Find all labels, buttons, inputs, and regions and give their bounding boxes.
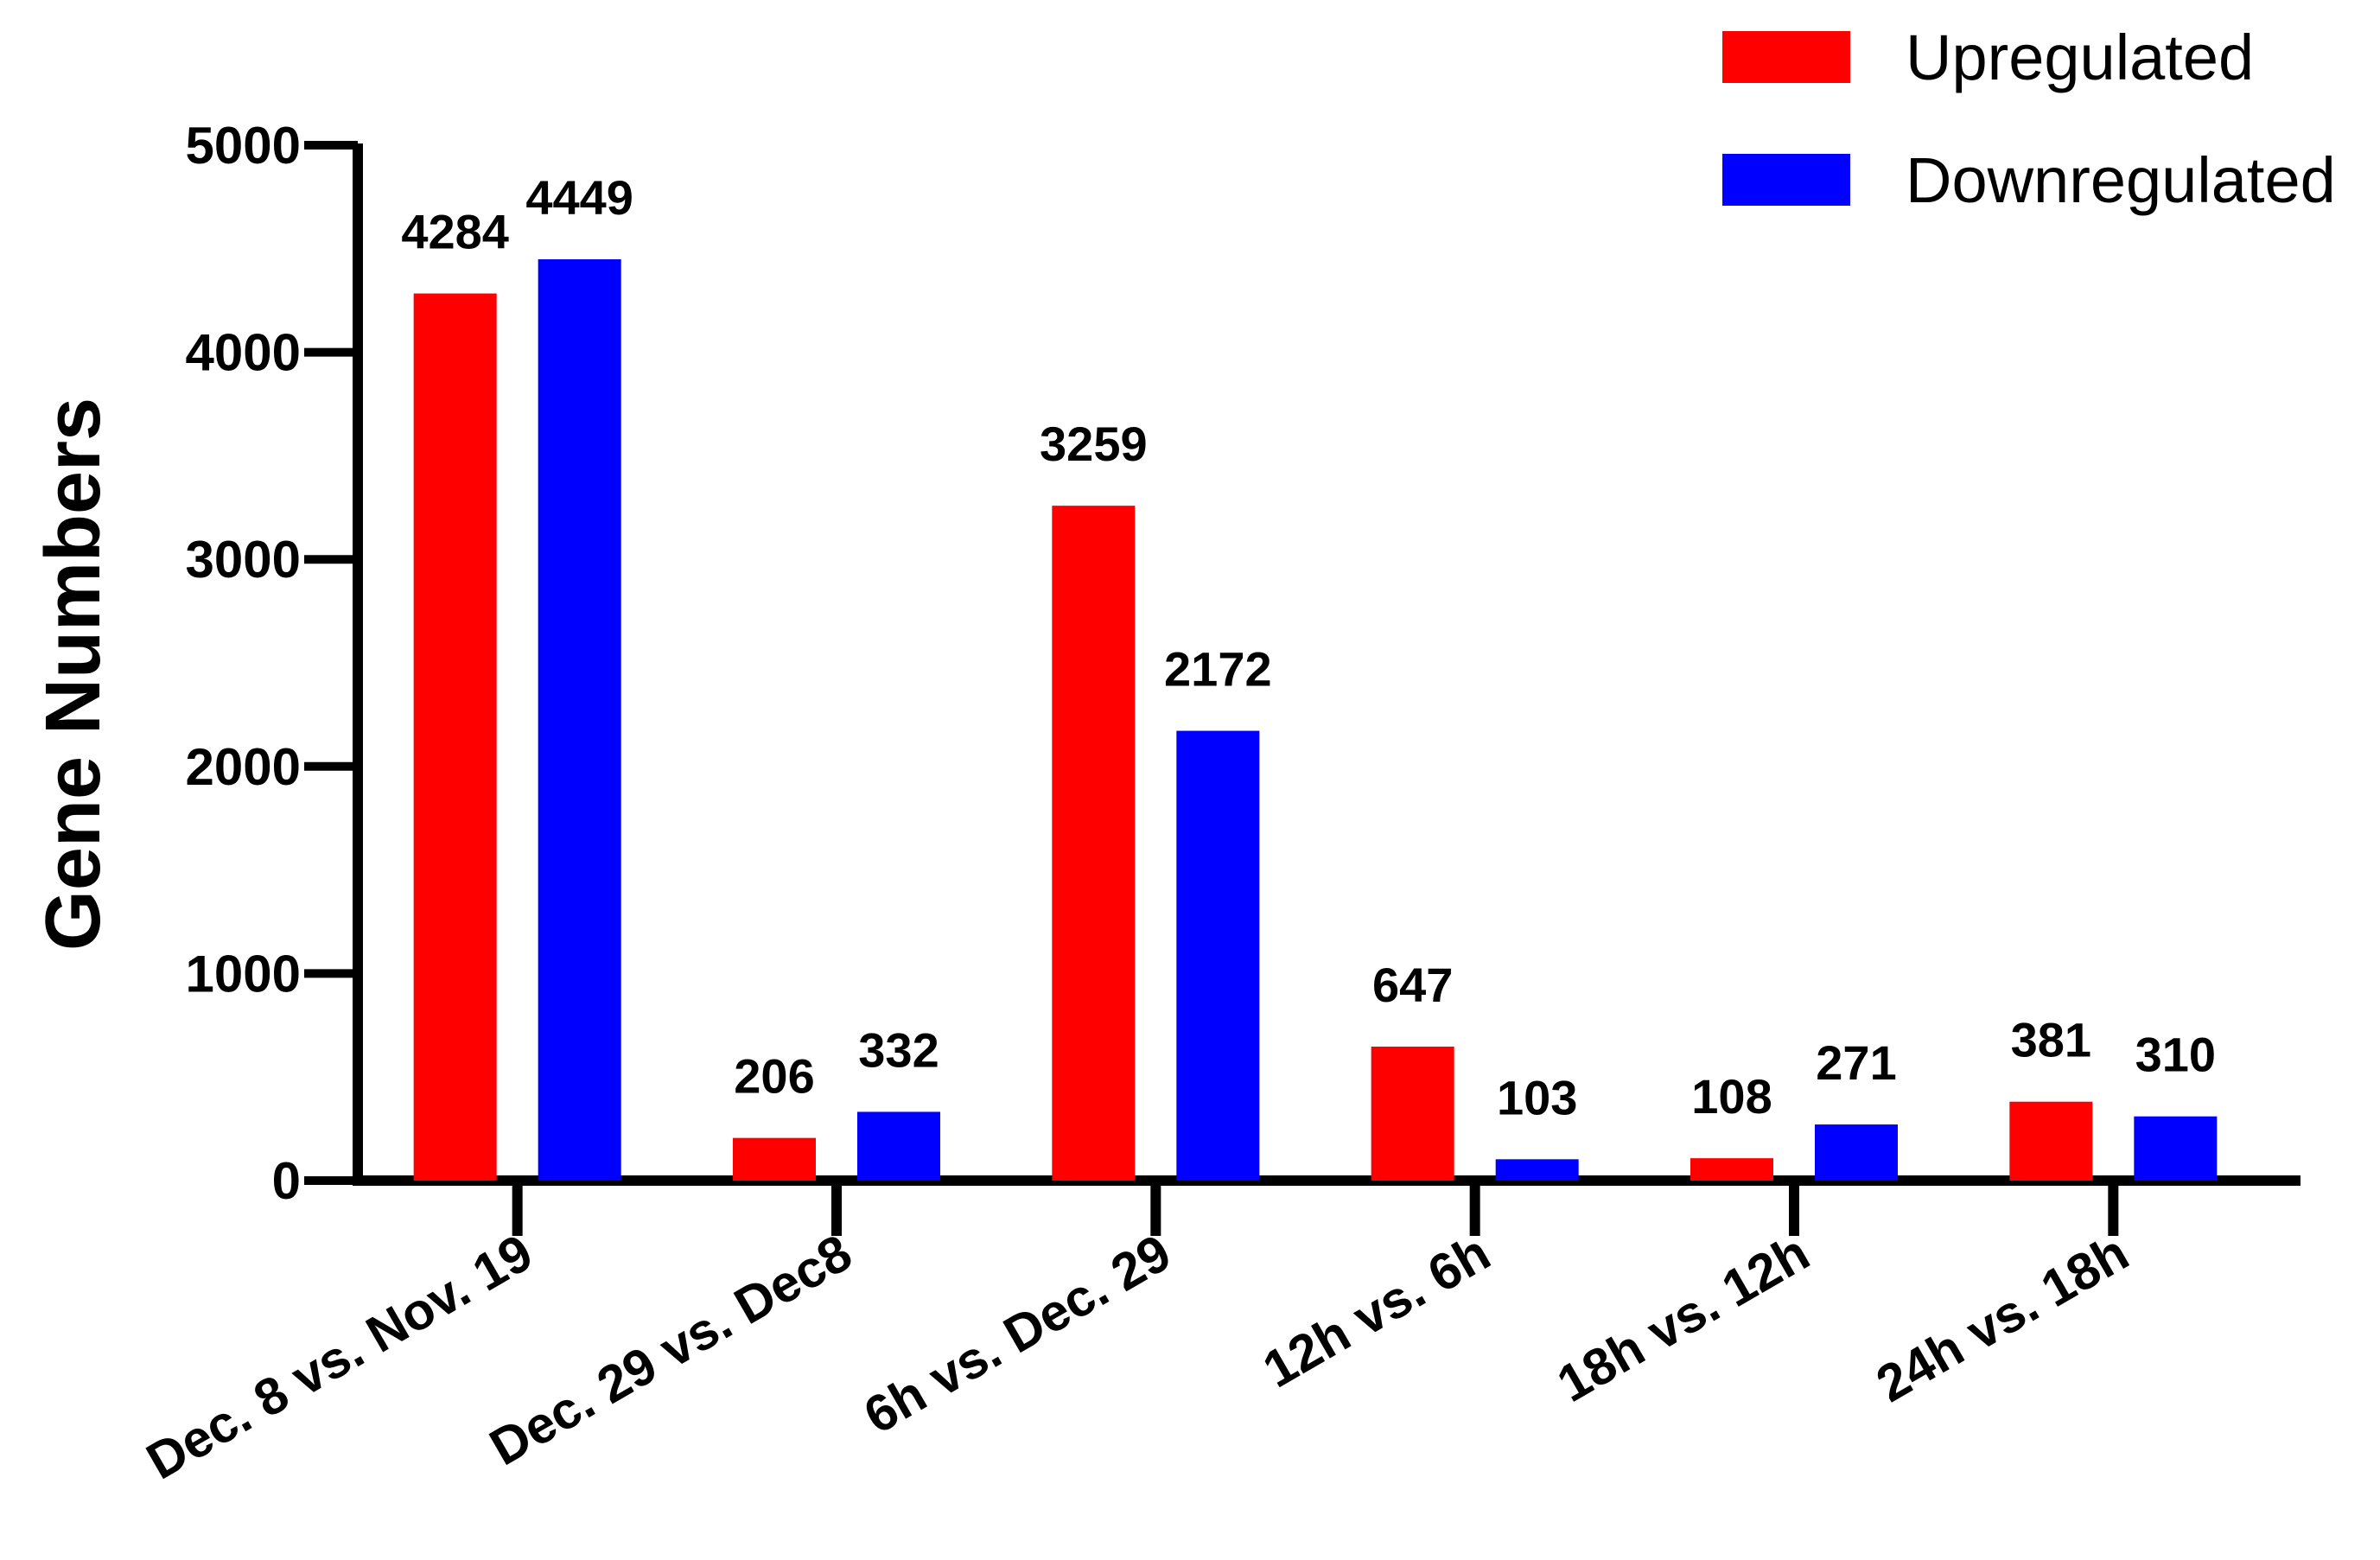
data-label: 108 <box>1691 1069 1772 1124</box>
bars <box>413 259 2218 1181</box>
data-label: 647 <box>1372 958 1453 1012</box>
legend-swatch <box>1722 154 1850 206</box>
x-tick-label: 24h vs. 18h <box>1867 1223 2138 1413</box>
x-tick-label: Dec. 29 vs. Dec8 <box>480 1223 862 1476</box>
data-label: 3259 <box>1040 417 1148 471</box>
bar-downregulated <box>1176 730 1260 1181</box>
data-label: 332 <box>858 1022 939 1077</box>
bar-downregulated <box>857 1111 940 1181</box>
bar-upregulated <box>1052 506 1136 1181</box>
x-tick-label: 18h vs. 12h <box>1548 1223 1819 1413</box>
data-label: 310 <box>2135 1028 2216 1082</box>
bar-downregulated <box>538 259 621 1181</box>
bar-downregulated <box>2134 1116 2218 1181</box>
data-label: 381 <box>2011 1013 2091 1067</box>
bar-upregulated <box>413 293 497 1181</box>
bar-upregulated <box>1371 1046 1454 1181</box>
bar-downregulated <box>1495 1159 1579 1181</box>
data-label: 4449 <box>525 170 633 225</box>
y-tick-label: 2000 <box>186 738 301 796</box>
bar-downregulated <box>1815 1124 1898 1181</box>
legend: Upregulated Downregulated <box>1722 22 2336 216</box>
legend-label: Downregulated <box>1906 144 2336 216</box>
bar-upregulated <box>733 1137 816 1181</box>
data-label: 271 <box>1816 1035 1896 1090</box>
y-tick-label: 1000 <box>186 945 301 1003</box>
data-label: 2172 <box>1164 642 1272 697</box>
data-label: 4284 <box>401 205 509 259</box>
bar-upregulated <box>1690 1158 1773 1181</box>
y-tick-label: 3000 <box>186 531 301 589</box>
data-labels: 4284 4449 206 332 3259 2172 647 103 108 271 381 310 <box>401 170 2216 1124</box>
bar-upregulated <box>2009 1101 2093 1181</box>
y-axis-title: Gene Numbers <box>30 398 117 951</box>
y-tick-label: 0 <box>272 1152 301 1210</box>
y-tick-label: 5000 <box>186 117 301 175</box>
y-axis: 0 1000 2000 3000 4000 5000 <box>186 117 363 1210</box>
data-label: 103 <box>1497 1070 1577 1124</box>
legend-swatch <box>1722 31 1850 83</box>
y-tick-label: 4000 <box>186 324 301 382</box>
x-tick-label: 6h vs. Dec. 29 <box>855 1223 1180 1444</box>
x-tick-label: Dec. 8 vs. Nov. 19 <box>137 1223 542 1490</box>
data-label: 206 <box>734 1049 814 1104</box>
x-tick-label: 12h vs. 6h <box>1253 1223 1499 1398</box>
legend-label: Upregulated <box>1906 22 2254 93</box>
